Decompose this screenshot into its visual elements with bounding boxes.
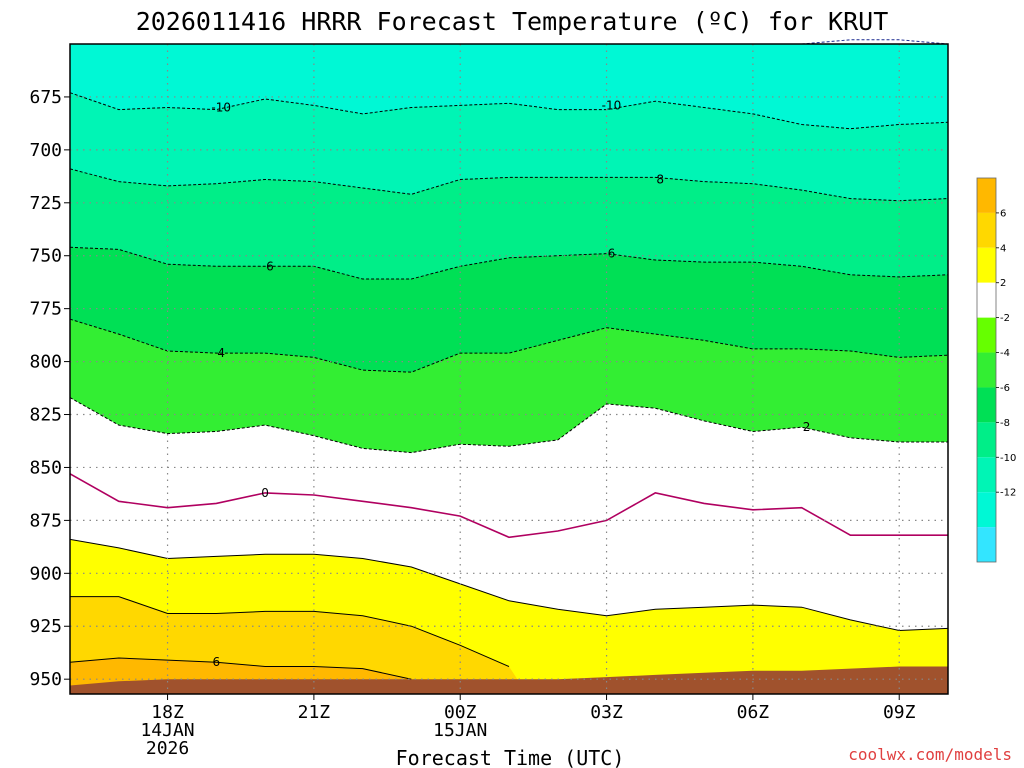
frame-layer	[69, 43, 949, 695]
x-tick-label-33: 09Z	[883, 702, 916, 723]
y-tick-label-750: 750	[29, 246, 62, 267]
colorbar-label-2: 2	[1000, 278, 1006, 289]
colorbar-segment-10	[977, 527, 996, 562]
colorbar-segment-6	[977, 387, 996, 423]
x-tick-label-27: 03Z	[590, 702, 623, 723]
colorbar-segment-4	[977, 317, 996, 353]
contour-line-minus-10	[69, 92, 949, 130]
contour-line-minus-6	[69, 246, 949, 280]
y-tick-label-825: 825	[29, 405, 62, 426]
x-tick-label-18: 18Z	[151, 702, 184, 723]
contour-label-5: 4	[217, 346, 225, 360]
x-tick-label-24: 00Z	[444, 702, 477, 723]
contour-line-0	[69, 473, 948, 539]
contour-label-4: 6	[608, 247, 616, 261]
contour-line-minus-2	[69, 397, 948, 454]
contour-line-minus-12	[801, 39, 949, 45]
x-tick-date-24: 15JAN	[433, 720, 487, 741]
y-axis: 675 700 725 750 775 800 825 850 875 900 925 950	[29, 87, 70, 690]
colorbar-label-7: -10	[1000, 453, 1016, 464]
contour-label-3: 6	[266, 259, 274, 273]
contour-line-6	[69, 657, 412, 680]
y-tick-label-800: 800	[29, 352, 62, 373]
y-tick-label-700: 700	[29, 140, 62, 161]
grid-layer	[70, 44, 948, 694]
colorbar-segment-0	[977, 178, 996, 213]
contour-label-6: 2	[803, 420, 811, 434]
colorbar-label-8: -12	[1000, 488, 1016, 499]
colorbar-segment-2	[977, 247, 996, 283]
x-tick-date-18: 14JAN	[140, 720, 194, 741]
contour-label-1: -10	[602, 98, 622, 112]
x-axis-label: Forecast Time (UTC)	[396, 746, 625, 768]
x-tick-label-21: 21Z	[298, 702, 331, 723]
contours-layer	[69, 39, 949, 680]
y-tick-label-900: 900	[29, 563, 62, 584]
y-tick-label-875: 875	[29, 510, 62, 531]
y-tick-label-725: 725	[29, 193, 62, 214]
colorbar-segment-1	[977, 212, 996, 248]
y-tick-label-850: 850	[29, 457, 62, 478]
plot-frame	[69, 43, 949, 695]
credit-text[interactable]: coolwx.com/models	[848, 745, 1012, 764]
contour-labels: -10 -10 8 6 6 4 2 0 6	[211, 98, 810, 669]
chart-title: 2026011416 HRRR Forecast Temperature (ºC…	[136, 7, 889, 36]
colorbar-label-6: -8	[1000, 418, 1010, 429]
colorbar-segment-9	[977, 492, 996, 528]
colorbar-label-5: -6	[1000, 383, 1010, 394]
colorbar-segment-8	[977, 457, 996, 493]
plot-area	[70, 44, 948, 695]
ground-layer	[70, 666, 948, 694]
contour-line-minus-8	[69, 168, 949, 202]
colorbar-label-3: -2	[1000, 313, 1010, 324]
colorbar-label-1: 4	[1000, 243, 1006, 254]
y-tick-label-775: 775	[29, 299, 62, 320]
colorbar-segment-3	[977, 282, 996, 318]
x-tick-label-30: 06Z	[737, 702, 770, 723]
contour-line-minus-4	[69, 318, 949, 373]
y-tick-label-950: 950	[29, 669, 62, 690]
contour-line-4	[70, 596, 510, 667]
colorbar-label-0: 6	[1000, 208, 1006, 219]
colorbar-frame	[976, 177, 997, 563]
contour-label-7: 0	[261, 486, 269, 500]
contour-label-8: 6	[213, 655, 221, 669]
colorbar-segment-7	[977, 422, 996, 458]
colorbar-segment-5	[977, 352, 996, 388]
y-tick-label-925: 925	[29, 616, 62, 637]
x-tick-year-18: 2026	[146, 738, 189, 759]
ground-fill	[70, 666, 948, 694]
contour-label-0: -10	[211, 101, 231, 115]
y-tick-label-675: 675	[29, 87, 62, 108]
colorbar-label-4: -4	[1000, 348, 1010, 359]
contour-line-2	[69, 538, 949, 632]
contour-label-2: 8	[656, 173, 664, 187]
colorbar: 6 4 2 -2 -4 -6 -8 -10 -12	[976, 177, 1016, 563]
